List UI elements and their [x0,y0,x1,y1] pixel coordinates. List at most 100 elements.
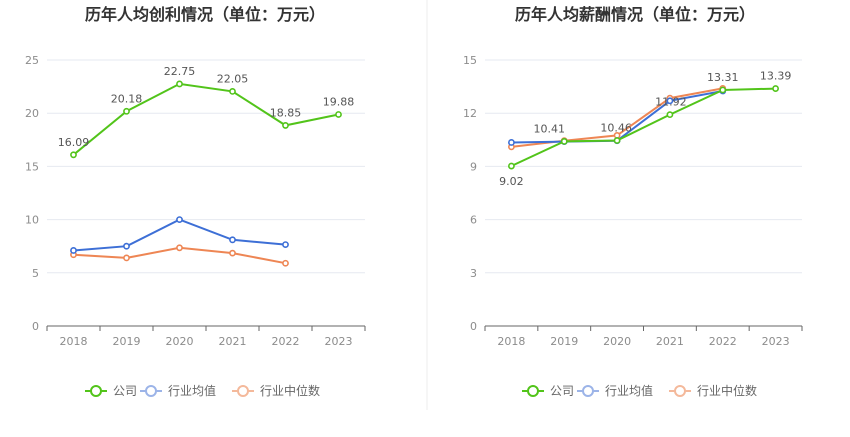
data-label: 20.18 [111,92,143,105]
data-point[interactable] [508,139,515,146]
series-line [72,82,339,156]
x-tick-labels: 2018 2019 2020 2021 2022 2023 [60,335,353,348]
data-point[interactable] [176,216,183,223]
data-point[interactable] [70,247,77,254]
data-label: 13.39 [760,70,792,83]
data-label: 22.05 [217,72,249,85]
data-point[interactable] [282,241,289,249]
legend-label: 行业中位数 [260,383,320,398]
salary-per-capita-chart: 历年人均薪酬情况（单位：万元） 0 3 6 9 12 15 2018 2019 2020 202… [463,5,803,398]
data-point[interactable] [772,85,779,92]
data-point[interactable] [229,87,236,95]
y-tick-label: 0 [470,320,477,333]
legend-item-industry-median[interactable]: 行业中位数 [669,383,757,398]
legend-label: 公司 [113,384,137,398]
legend-item-company[interactable]: 公司 [85,384,137,398]
legend-marker [90,385,102,397]
legend-item-industry-average[interactable]: 行业均值 [140,383,216,398]
data-point[interactable] [613,137,621,144]
y-tick-label: 15 [25,160,39,173]
data-point[interactable] [282,259,289,267]
x-axis [484,325,803,331]
series-industry-average [70,216,289,254]
data-label: 22.75 [164,65,196,78]
y-tick-label: 3 [470,267,477,280]
series-line [510,87,776,167]
y-tick-label: 5 [32,267,39,280]
x-tick-label: 2020 [166,335,194,348]
data-point[interactable] [176,80,183,88]
legend[interactable]: 公司 行业均值 行业中位数 [85,383,320,398]
data-point[interactable] [229,249,236,257]
x-axis [46,325,366,331]
legend-marker [145,385,157,397]
x-tick-label: 2022 [272,335,300,348]
series-company [70,80,342,159]
series-lines [70,80,342,267]
legend-label: 行业均值 [605,383,653,398]
y-tick-label: 15 [463,54,477,67]
y-tick-label: 0 [32,320,39,333]
data-point[interactable] [123,242,130,250]
x-tick-label: 2018 [60,335,88,348]
legend-label: 行业均值 [168,383,216,398]
data-point[interactable] [666,97,674,105]
x-tick-label: 2019 [113,335,141,348]
data-label: 19.88 [323,95,355,108]
x-tick-label: 2020 [603,335,631,348]
y-axis: 0 5 10 15 20 25 [25,54,39,333]
data-point[interactable] [335,111,342,118]
data-point[interactable] [176,244,183,252]
y-tick-label: 20 [25,107,39,120]
chart-title: 历年人均薪酬情况（单位：万元） [515,5,755,24]
data-label: 11.92 [655,96,687,109]
data-labels: 9.02 10.41 10.46 11.92 13.31 13.39 [499,70,791,188]
x-tick-label: 2021 [656,335,684,348]
legend-label: 行业中位数 [697,383,757,398]
data-label: 10.41 [534,122,566,135]
y-tick-label: 6 [470,214,477,227]
chart-title: 历年人均创利情况（单位：万元） [85,5,325,24]
data-label: 10.46 [600,122,632,135]
data-label: 18.85 [270,106,302,119]
x-tick-labels: 2018 2019 2020 2021 2022 2023 [497,335,789,348]
x-tick-label: 2022 [709,335,737,348]
y-tick-label: 10 [25,214,39,227]
grid [47,59,365,274]
y-tick-label: 25 [25,54,39,67]
data-labels: 16.09 20.18 22.75 22.05 18.85 19.88 [58,65,355,149]
legend-item-company[interactable]: 公司 [522,384,574,398]
legend-item-industry-average[interactable]: 行业均值 [577,383,653,398]
data-label: 9.02 [499,175,524,188]
x-tick-label: 2018 [497,335,525,348]
y-axis: 0 3 6 9 12 15 [463,54,477,333]
legend-marker [674,385,686,397]
legend-marker [237,385,249,397]
legend-item-industry-median[interactable]: 行业中位数 [232,383,320,398]
series-company [508,85,779,170]
legend-marker [527,385,539,397]
data-point[interactable] [282,122,289,129]
data-point[interactable] [70,151,77,159]
legend-label: 公司 [550,384,574,398]
legend-marker [582,385,594,397]
x-tick-label: 2021 [219,335,247,348]
data-point[interactable] [123,254,130,262]
data-point[interactable] [560,137,568,145]
data-point[interactable] [508,162,515,170]
x-tick-label: 2019 [550,335,578,348]
data-label: 16.09 [58,136,90,149]
legend[interactable]: 公司 行业均值 行业中位数 [522,383,757,398]
series-lines [508,84,779,170]
x-tick-label: 2023 [762,335,790,348]
grid [485,59,802,274]
data-label: 13.31 [707,71,739,84]
data-point[interactable] [229,236,236,244]
data-point[interactable] [719,86,727,94]
data-point[interactable] [666,111,674,119]
y-tick-label: 12 [463,107,477,120]
data-point[interactable] [123,107,130,115]
x-tick-label: 2023 [325,335,353,348]
